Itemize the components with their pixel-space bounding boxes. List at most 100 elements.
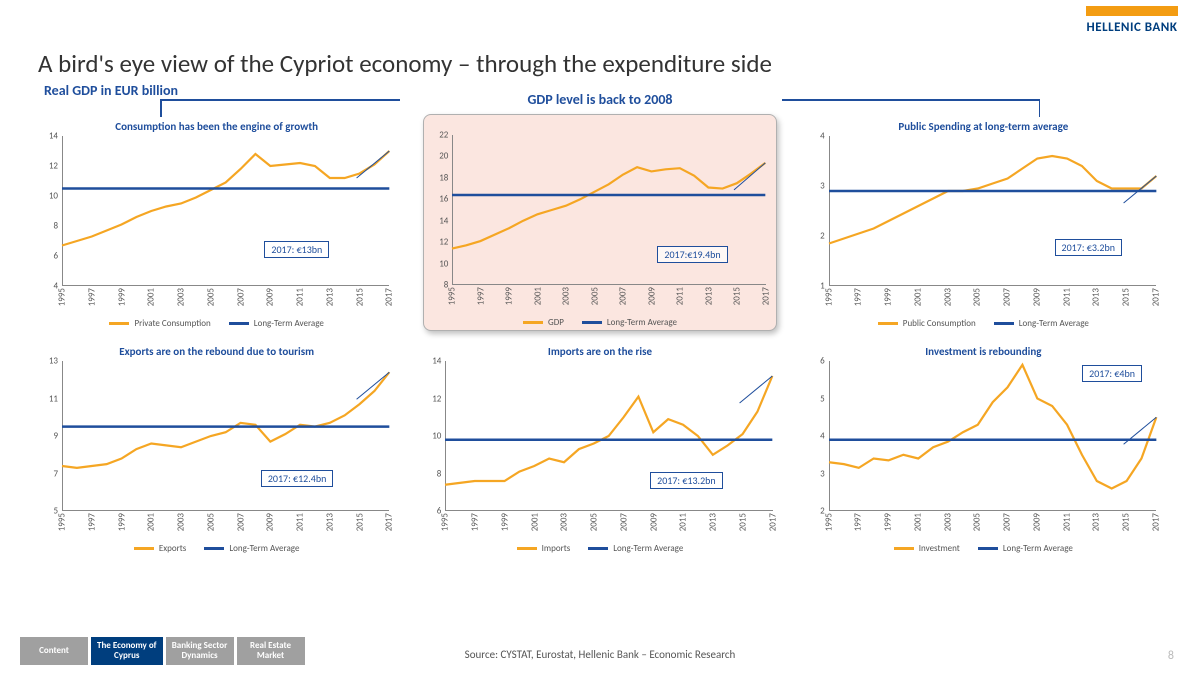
x-tick: 2005 — [589, 513, 600, 531]
value-callout: 2017: €13.2bn — [650, 472, 723, 489]
page-number: 8 — [1168, 649, 1174, 663]
x-tick: 1997 — [470, 513, 481, 531]
series-line — [62, 151, 389, 246]
x-tick: 2011 — [1061, 288, 1072, 306]
x-tick: 2003 — [942, 288, 953, 306]
x-tick: 2001 — [912, 513, 923, 531]
value-callout: 2017: €4bn — [1082, 365, 1142, 382]
x-tick: 1997 — [86, 288, 97, 306]
legend-avg: Long-Term Average — [978, 543, 1073, 554]
chart-panel-imports: Imports are on the rise681012142017: €13… — [423, 345, 776, 556]
x-tick: 2005 — [205, 513, 216, 531]
series-line — [62, 372, 389, 468]
x-tick: 2001 — [912, 288, 923, 306]
x-tick: 1995 — [823, 288, 834, 306]
x-tick: 2009 — [265, 513, 276, 531]
banner-label: GDP level is back to 2008 — [0, 91, 1200, 108]
value-callout: 2017:€19.4bn — [657, 246, 727, 263]
y-tick: 9 — [40, 431, 58, 442]
chart-panel-exports: Exports are on the rebound due to touris… — [40, 345, 393, 556]
x-tick: 2013 — [703, 287, 714, 305]
y-tick: 22 — [430, 130, 448, 141]
x-tick: 2005 — [972, 513, 983, 531]
x-tick: 2013 — [324, 513, 335, 531]
y-tick: 3 — [807, 468, 825, 479]
x-tick: 2017 — [384, 513, 395, 531]
x-tick: 2013 — [1091, 288, 1102, 306]
legend: Public ConsumptionLong-Term Average — [807, 318, 1160, 329]
x-tick: 2011 — [1061, 513, 1072, 531]
legend: Exports Long-Term Average — [40, 543, 393, 554]
value-callout: 2017: €3.2bn — [1055, 239, 1122, 256]
x-tick: 2007 — [618, 287, 629, 305]
legend-series: Imports — [517, 543, 571, 554]
brand-logo: HELLENIC BANK — [1086, 6, 1178, 35]
x-tick: 1997 — [853, 513, 864, 531]
x-tick: 2009 — [646, 287, 657, 305]
x-tick: 2009 — [1031, 513, 1042, 531]
y-tick: 10 — [430, 258, 448, 269]
x-tick: 2017 — [1151, 288, 1162, 306]
legend: InvestmentLong-Term Average — [807, 543, 1160, 554]
chart-panel-gdp: 8101214161820222017:€19.4bn1995199719992… — [423, 114, 776, 331]
x-tick: 2015 — [354, 288, 365, 306]
x-tick: 2015 — [354, 513, 365, 531]
x-tick: 2001 — [146, 288, 157, 306]
plot-area: 4681012142017: €13bn — [62, 136, 389, 286]
x-tick: 2007 — [235, 288, 246, 306]
footer-nav: ContentThe Economy ofCyprusBanking Secto… — [20, 637, 305, 665]
series-line — [829, 365, 1156, 489]
y-tick: 2 — [807, 231, 825, 242]
x-tick: 2013 — [324, 288, 335, 306]
y-tick: 12 — [423, 393, 441, 404]
y-tick: 12 — [430, 237, 448, 248]
plot-area: 681012142017: €13.2bn — [445, 361, 772, 511]
legend-avg: Long-Term Average — [204, 543, 299, 554]
chart-grid: Consumption has been the engine of growt… — [40, 120, 1160, 556]
x-tick: 1995 — [440, 513, 451, 531]
x-tick: 2007 — [1002, 513, 1013, 531]
x-tick: 2011 — [675, 287, 686, 305]
y-tick: 18 — [430, 172, 448, 183]
x-tick: 1997 — [475, 287, 486, 305]
y-tick: 16 — [430, 194, 448, 205]
legend: ImportsLong-Term Average — [423, 543, 776, 554]
x-axis: 1995199719992001200320052007200920112013… — [829, 511, 1156, 541]
nav-tab-1[interactable]: The Economy ofCyprus — [91, 637, 163, 665]
y-tick: 4 — [807, 131, 825, 142]
x-tick: 2017 — [1151, 513, 1162, 531]
x-tick: 2013 — [708, 513, 719, 531]
x-tick: 2017 — [384, 288, 395, 306]
x-tick: 2009 — [1031, 288, 1042, 306]
page-title: A bird's eye view of the Cypriot economy… — [38, 48, 772, 79]
y-tick: 5 — [807, 393, 825, 404]
plot-area: 8101214161820222017:€19.4bn — [452, 135, 765, 285]
nav-tab-0[interactable]: Content — [20, 637, 88, 665]
x-tick: 1999 — [499, 513, 510, 531]
y-tick: 10 — [40, 191, 58, 202]
y-tick: 8 — [423, 468, 441, 479]
x-tick: 1995 — [447, 287, 458, 305]
x-tick: 1999 — [116, 288, 127, 306]
nav-tab-2[interactable]: Banking SectorDynamics — [166, 637, 234, 665]
x-tick: 1995 — [57, 513, 68, 531]
logo-text: HELLENIC BANK — [1086, 20, 1178, 35]
x-axis: 1995199719992001200320052007200920112013… — [62, 286, 389, 316]
chart-panel-investment: Investment is rebounding234562017: €4bn1… — [807, 345, 1160, 556]
x-tick: 2005 — [972, 288, 983, 306]
x-tick: 1997 — [853, 288, 864, 306]
x-tick: 2013 — [1091, 513, 1102, 531]
x-tick: 2011 — [678, 513, 689, 531]
y-tick: 2 — [807, 506, 825, 517]
legend-series: Exports — [134, 543, 186, 554]
x-tick: 2017 — [767, 513, 778, 531]
value-callout: 2017: €13bn — [264, 241, 329, 258]
nav-tab-3[interactable]: Real EstateMarket — [237, 637, 305, 665]
y-tick: 7 — [40, 468, 58, 479]
y-tick: 13 — [40, 356, 58, 367]
y-tick: 6 — [807, 356, 825, 367]
legend-series: Private Consumption — [109, 318, 210, 329]
x-tick: 2003 — [176, 288, 187, 306]
x-tick: 2005 — [589, 287, 600, 305]
legend: Private ConsumptionLong-Term Average — [40, 318, 393, 329]
